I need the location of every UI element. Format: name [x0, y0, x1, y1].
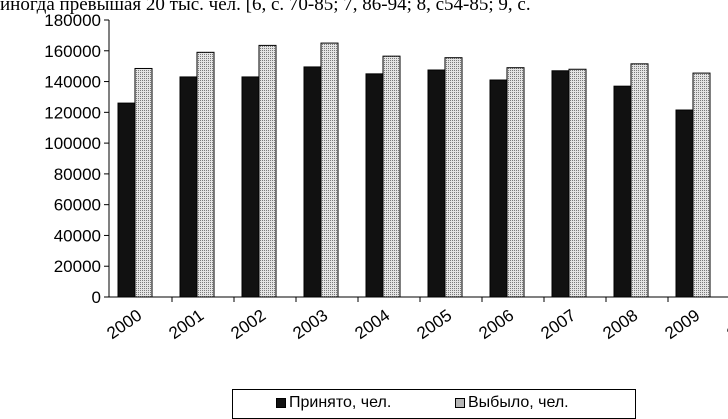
bar-accepted-2002 — [241, 76, 260, 298]
x-tick-label: 2010 — [723, 306, 728, 343]
bar-accepted-2007 — [551, 70, 570, 298]
bar-accepted-2004 — [365, 73, 384, 298]
legend-swatch-accepted — [276, 398, 286, 408]
bar-left-2008 — [630, 63, 649, 298]
y-tick-label: 60000 — [54, 196, 101, 215]
caption-text: иногда превышая 20 тыс. чел. [6, с. 70-8… — [0, 0, 531, 15]
bar-left-2001 — [196, 51, 215, 298]
y-tick-label: 140000 — [44, 73, 101, 92]
bar-accepted-2003 — [303, 66, 322, 298]
x-tick-label: 2001 — [165, 306, 207, 343]
y-tick-label: 180000 — [44, 11, 101, 30]
legend-label-left: Выбыло, чел. — [468, 394, 569, 411]
x-tick-label: 2000 — [103, 306, 145, 343]
y-tick-label: 20000 — [54, 257, 101, 276]
x-tick-label: 2002 — [227, 306, 269, 343]
y-tick-label: 80000 — [54, 165, 101, 184]
bar-left-2005 — [444, 57, 463, 298]
y-tick-label: 120000 — [44, 103, 101, 122]
bar-accepted-2005 — [427, 69, 446, 298]
bar-accepted-2000 — [117, 102, 136, 298]
bar-left-2000 — [134, 67, 153, 298]
legend-item-left: Выбыло, чел. — [455, 394, 569, 412]
x-tick-label: 2007 — [537, 306, 579, 343]
x-tick-label: 2009 — [661, 306, 703, 343]
bar-left-2009 — [692, 72, 711, 298]
bar-left-2004 — [382, 55, 401, 298]
legend-item-accepted: Принято, чел. — [276, 394, 391, 412]
bar-left-2002 — [258, 44, 277, 298]
y-tick-label: 160000 — [44, 42, 101, 61]
x-tick-label: 2005 — [413, 306, 455, 343]
x-tick-label: 2006 — [475, 306, 517, 343]
legend-swatch-left — [455, 398, 465, 408]
bar-left-2006 — [506, 67, 525, 298]
bar-left-2007 — [568, 68, 587, 298]
bar-accepted-2009 — [675, 109, 694, 298]
chart-legend: Принято, чел. Выбыло, чел. — [232, 389, 636, 419]
y-tick-label: 40000 — [54, 226, 101, 245]
bar-accepted-2001 — [179, 76, 198, 298]
bar-accepted-2006 — [489, 79, 508, 298]
legend-label-accepted: Принято, чел. — [289, 394, 392, 411]
x-tick-label: 2008 — [599, 306, 641, 343]
bar-accepted-2008 — [613, 85, 632, 298]
x-tick-label: 2004 — [351, 306, 393, 343]
bar-left-2003 — [320, 42, 339, 298]
y-tick-label: 100000 — [44, 134, 101, 153]
x-tick-label: 2003 — [289, 306, 331, 343]
y-tick-label: 0 — [92, 288, 101, 307]
